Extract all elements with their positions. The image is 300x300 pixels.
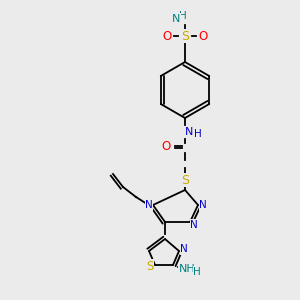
Text: O: O [162,29,172,43]
Text: H: H [194,129,202,139]
Text: O: O [161,140,171,154]
Text: N: N [180,244,188,254]
Text: N: N [190,220,198,230]
Text: N: N [145,200,153,210]
Text: S: S [181,29,189,43]
Text: S: S [181,173,189,187]
Text: N: N [199,200,207,210]
Text: N: N [172,14,180,24]
Text: NH: NH [178,264,195,274]
Text: H: H [193,267,201,277]
Text: S: S [146,260,154,272]
Text: O: O [198,29,208,43]
Text: H: H [179,11,187,21]
Text: N: N [185,127,193,137]
